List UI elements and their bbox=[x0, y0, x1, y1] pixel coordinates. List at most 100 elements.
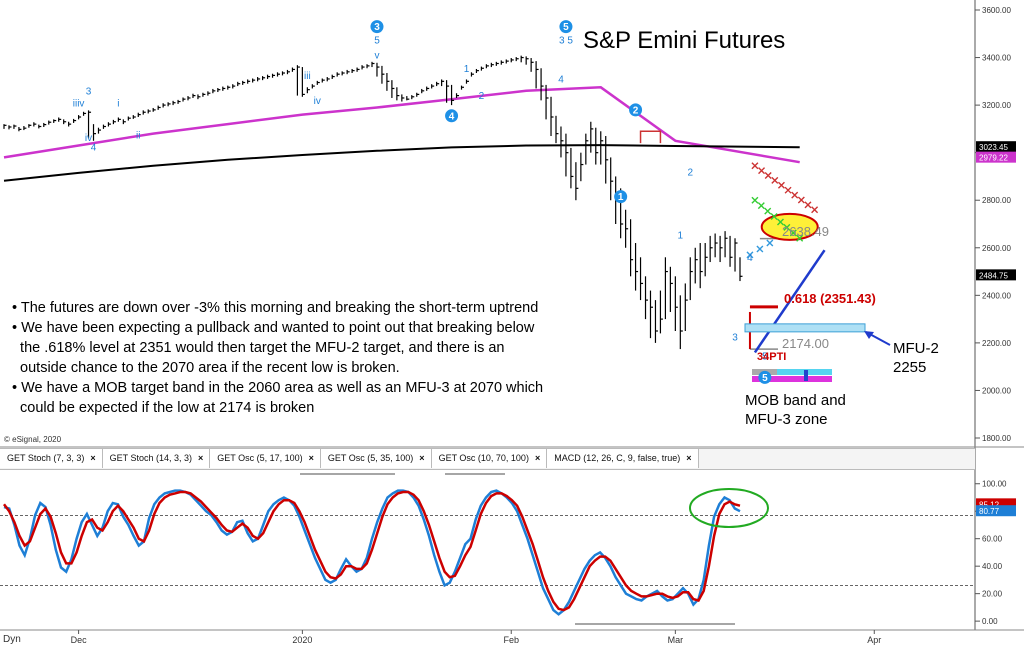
close-icon[interactable]: × bbox=[419, 453, 425, 463]
wave-label: 3 5 bbox=[559, 35, 573, 46]
green-cross-marker bbox=[783, 223, 791, 231]
wave-label: 2 bbox=[687, 167, 693, 178]
wave-label: 4 bbox=[449, 111, 455, 122]
close-icon[interactable]: × bbox=[90, 453, 96, 463]
wave-label: 4 bbox=[558, 75, 564, 86]
mob-band-magenta bbox=[752, 376, 832, 382]
osc-tick-label: 100.00 bbox=[982, 480, 1007, 489]
close-icon[interactable]: × bbox=[198, 453, 204, 463]
tab-label: GET Osc (5, 17, 100) bbox=[217, 453, 303, 463]
note-line: • We have a MOB target band in the 2060 … bbox=[12, 380, 543, 396]
moving-average-line bbox=[3, 86, 800, 164]
tab-osc-5-35[interactable]: GET Osc (5, 35, 100) × bbox=[320, 449, 432, 468]
red-cross-marker bbox=[811, 206, 819, 214]
wave-circle-badge bbox=[445, 109, 459, 123]
time-tick-label: Feb bbox=[503, 635, 519, 645]
wave-label: iv bbox=[85, 133, 92, 144]
price-tick-label: 3600.00 bbox=[982, 6, 1011, 15]
wave-circle-badge bbox=[629, 103, 643, 117]
copyright-label: © eSignal, 2020 bbox=[4, 435, 62, 444]
stochastic-line bbox=[3, 490, 741, 612]
green-cross-marker bbox=[789, 229, 797, 237]
price-tag-bg bbox=[976, 141, 1016, 153]
blue-cross-marker bbox=[746, 251, 754, 259]
time-tick-label: 2020 bbox=[292, 635, 312, 645]
pti-label: 34PTI bbox=[757, 351, 786, 363]
wave2-bracket bbox=[639, 130, 662, 144]
osc-tag: 80.77 bbox=[979, 507, 1000, 516]
tab-label: GET Stoch (14, 3, 3) bbox=[109, 453, 193, 463]
price-tick-label: 1800.00 bbox=[982, 434, 1011, 443]
close-icon[interactable]: × bbox=[686, 453, 692, 463]
green-cross-marker bbox=[796, 234, 804, 242]
price-tick-label: 2800.00 bbox=[982, 196, 1011, 205]
close-icon[interactable]: × bbox=[308, 453, 314, 463]
time-tick-label: Dec bbox=[71, 635, 88, 645]
mob-label: MOB band and bbox=[745, 392, 846, 409]
tab-label: GET Osc (5, 35, 100) bbox=[327, 453, 414, 463]
corner-label: Dyn bbox=[3, 634, 21, 645]
tab-stoch-14[interactable]: GET Stoch (14, 3, 3) × bbox=[102, 449, 211, 468]
note-line: • The futures are down over -3% this mor… bbox=[12, 300, 538, 316]
blue-cross-marker bbox=[766, 239, 774, 247]
green-cross-marker bbox=[776, 218, 784, 226]
close-icon[interactable]: × bbox=[534, 453, 541, 463]
price-tag-bg bbox=[976, 269, 1016, 281]
red-cross-marker bbox=[797, 196, 805, 204]
wave-label: 5 bbox=[563, 22, 569, 33]
tab-label: MACD (12, 26, C, 9, false, true) bbox=[554, 453, 681, 463]
wave-label: ii bbox=[136, 130, 140, 141]
wave-label: 5 bbox=[762, 373, 768, 384]
red-cross-marker bbox=[791, 191, 799, 199]
mob-band-marker bbox=[804, 370, 808, 381]
osc-tick-label: 40.00 bbox=[982, 562, 1003, 571]
price-tick-label: 2200.00 bbox=[982, 339, 1011, 348]
red-cross-marker bbox=[758, 167, 766, 175]
overbought-ellipse bbox=[689, 488, 769, 528]
osc-tick-label: 60.00 bbox=[982, 535, 1003, 544]
price-tag-bg bbox=[976, 151, 1016, 163]
red-cross-marker bbox=[804, 201, 812, 209]
tab-osc-10-70[interactable]: GET Osc (10, 70, 100) × bbox=[431, 449, 548, 468]
note-line: outside chance to the 2070 area if the r… bbox=[12, 360, 400, 376]
price-tag: 2979.22 bbox=[979, 154, 1008, 163]
osc-tick-label: 20.00 bbox=[982, 590, 1003, 599]
tab-label: GET Osc (10, 70, 100) bbox=[438, 453, 529, 463]
stochastic-line bbox=[3, 489, 741, 616]
price-tick-label: 2000.00 bbox=[982, 386, 1011, 395]
wave-circle-badge bbox=[758, 370, 772, 384]
red-cross-marker bbox=[771, 176, 779, 184]
red-cross-marker bbox=[764, 172, 772, 180]
mfu2-label: MFU-2 bbox=[893, 340, 939, 357]
wave-label: 1 bbox=[678, 230, 684, 241]
time-tick-label: Apr bbox=[867, 635, 881, 645]
wave-label: 2 bbox=[479, 91, 485, 102]
price-tag: 3023.45 bbox=[979, 143, 1008, 152]
wave-circle-badge bbox=[559, 20, 573, 34]
red-cross-marker bbox=[784, 186, 792, 194]
osc-tag: 85.12 bbox=[979, 500, 1000, 509]
tab-macd[interactable]: MACD (12, 26, C, 9, false, true) × bbox=[547, 449, 699, 468]
green-cross-marker bbox=[764, 207, 772, 215]
level-2638-label: 2638.49 bbox=[782, 224, 829, 239]
mfu2-value-label: 2255 bbox=[893, 359, 926, 376]
price-tag: 2484.75 bbox=[979, 271, 1008, 280]
notes-block: • The futures are down over -3% this mor… bbox=[12, 300, 543, 416]
note-line: could be expected if the low at 2174 is … bbox=[12, 400, 314, 416]
red-cross-marker bbox=[751, 162, 759, 170]
mfu2-band bbox=[744, 323, 866, 333]
level-2174-label: 2174.00 bbox=[782, 336, 829, 351]
wave-label: v bbox=[374, 51, 379, 62]
price-tick-label: 3400.00 bbox=[982, 54, 1011, 63]
tab-stoch-7[interactable]: GET Stoch (7, 3, 3) × bbox=[0, 449, 103, 468]
tab-osc-5-17[interactable]: GET Osc (5, 17, 100) × bbox=[210, 449, 321, 468]
wave-label: 5 bbox=[374, 35, 380, 46]
osc-tick-label: 0.00 bbox=[982, 617, 998, 626]
osc-tag-bg bbox=[976, 498, 1016, 510]
price-tick-label: 2600.00 bbox=[982, 244, 1011, 253]
blue-cross-marker bbox=[756, 245, 764, 253]
price-tick-label: 3200.00 bbox=[982, 101, 1011, 110]
wave-label: 3 bbox=[374, 22, 380, 33]
wave-label: 3 bbox=[86, 86, 92, 97]
